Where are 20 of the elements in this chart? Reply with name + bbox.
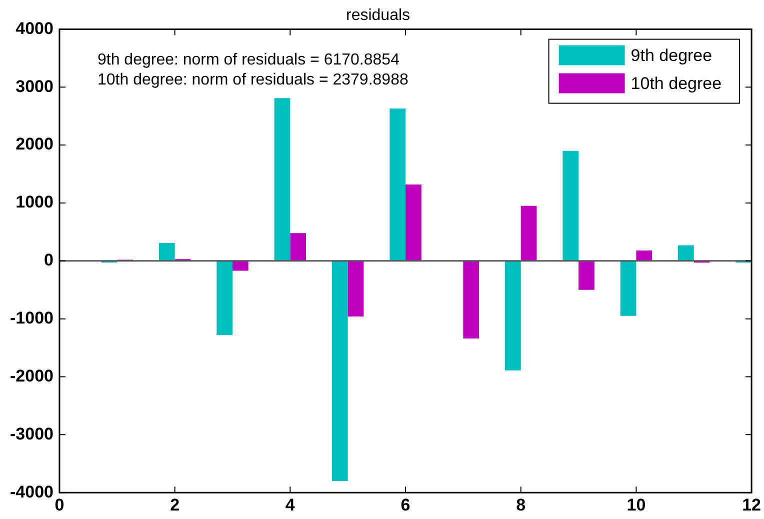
y-tick-label: -3000	[10, 424, 54, 444]
x-tick-label: 4	[285, 495, 296, 514]
y-tick-label: 4000	[16, 18, 54, 38]
legend-label: 9th degree	[630, 46, 712, 65]
y-tick-label: -4000	[10, 482, 54, 502]
annotation: 9th degree: norm of residuals = 6170.8854	[97, 52, 400, 69]
x-tick-label: 12	[742, 495, 762, 514]
legend-label: 10th degree	[630, 74, 722, 93]
x-tick-label: 6	[400, 495, 410, 514]
y-tick-label: 1000	[16, 192, 54, 212]
x-tick-label: 2	[170, 495, 180, 514]
y-tick-label: -1000	[10, 308, 54, 328]
y-tick-label: -2000	[10, 366, 54, 386]
y-tick-label: 0	[44, 250, 54, 270]
chart-title: residuals	[346, 7, 410, 24]
y-tick-label: 2000	[16, 134, 54, 154]
annotation: 10th degree: norm of residuals = 2379.8988	[97, 72, 408, 89]
x-tick-label: 8	[516, 495, 526, 514]
y-tick-label: 3000	[16, 76, 54, 96]
x-tick-label: 10	[626, 495, 646, 514]
